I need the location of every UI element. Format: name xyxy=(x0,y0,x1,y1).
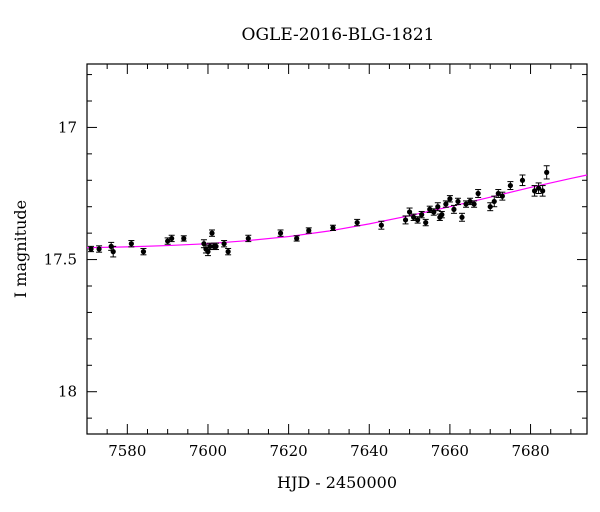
x-tick-label: 7680 xyxy=(511,442,549,460)
axis-tick-labels: 7580 7600 7620 7640 7660 7680 17 17.5 18 xyxy=(44,118,550,460)
data-point xyxy=(519,177,526,183)
plot-frame xyxy=(86,63,588,435)
data-point xyxy=(427,206,433,212)
y-tick-label: 18 xyxy=(58,383,77,401)
data-point xyxy=(487,204,493,210)
data-point xyxy=(443,201,449,207)
data-point xyxy=(140,249,147,255)
x-tick-label: 7640 xyxy=(350,442,388,460)
data-point xyxy=(544,169,550,175)
y-tick-label: 17 xyxy=(58,118,77,136)
y-tick-label: 17.5 xyxy=(44,251,77,269)
data-point xyxy=(459,214,465,220)
data-point xyxy=(499,193,505,199)
data-point xyxy=(447,196,453,202)
data-point xyxy=(536,185,542,191)
model-curve xyxy=(86,174,588,249)
data-point xyxy=(245,235,251,242)
x-tick-label: 7620 xyxy=(270,442,308,460)
data-point xyxy=(406,209,413,215)
data-point xyxy=(402,217,409,223)
axis-ticks xyxy=(86,64,587,434)
data-point xyxy=(207,243,213,249)
data-point xyxy=(96,246,102,252)
data-point xyxy=(354,219,360,226)
chart-title: OGLE-2016-BLG-1821 xyxy=(242,25,435,45)
data-point xyxy=(209,230,215,236)
data-point xyxy=(277,230,284,236)
data-point xyxy=(435,204,441,210)
data-point xyxy=(330,225,336,231)
data-point xyxy=(455,198,461,205)
y-axis-label: I magnitude xyxy=(11,200,30,298)
x-tick-label: 7660 xyxy=(431,442,469,460)
data-point xyxy=(88,246,94,252)
data-point xyxy=(423,219,429,226)
data-point xyxy=(491,198,497,205)
data-point xyxy=(507,182,513,189)
data-point xyxy=(439,212,445,218)
data-point xyxy=(169,235,175,242)
data-point xyxy=(110,249,116,255)
data-point xyxy=(531,188,538,194)
data-point xyxy=(415,217,421,223)
data-point xyxy=(475,190,481,197)
data-point xyxy=(463,201,469,207)
data-point xyxy=(213,243,219,249)
data-point xyxy=(451,206,457,212)
data-point xyxy=(378,222,384,228)
data-point xyxy=(294,235,300,242)
x-tick-label: 7580 xyxy=(108,442,146,460)
data-point xyxy=(467,198,473,205)
x-axis-label: HJD - 2450000 xyxy=(277,473,397,492)
data-point xyxy=(205,249,211,255)
data-point xyxy=(419,212,425,218)
data-point xyxy=(471,201,477,207)
x-tick-label: 7600 xyxy=(189,442,227,460)
data-point xyxy=(221,241,227,247)
data-point xyxy=(306,227,312,234)
data-point xyxy=(225,249,231,255)
data-point xyxy=(540,188,546,194)
data-points-layer xyxy=(88,165,550,258)
data-point xyxy=(165,238,171,244)
data-point xyxy=(411,214,417,220)
model-curve-layer xyxy=(86,174,588,249)
data-point xyxy=(181,235,187,242)
data-point xyxy=(128,241,134,247)
